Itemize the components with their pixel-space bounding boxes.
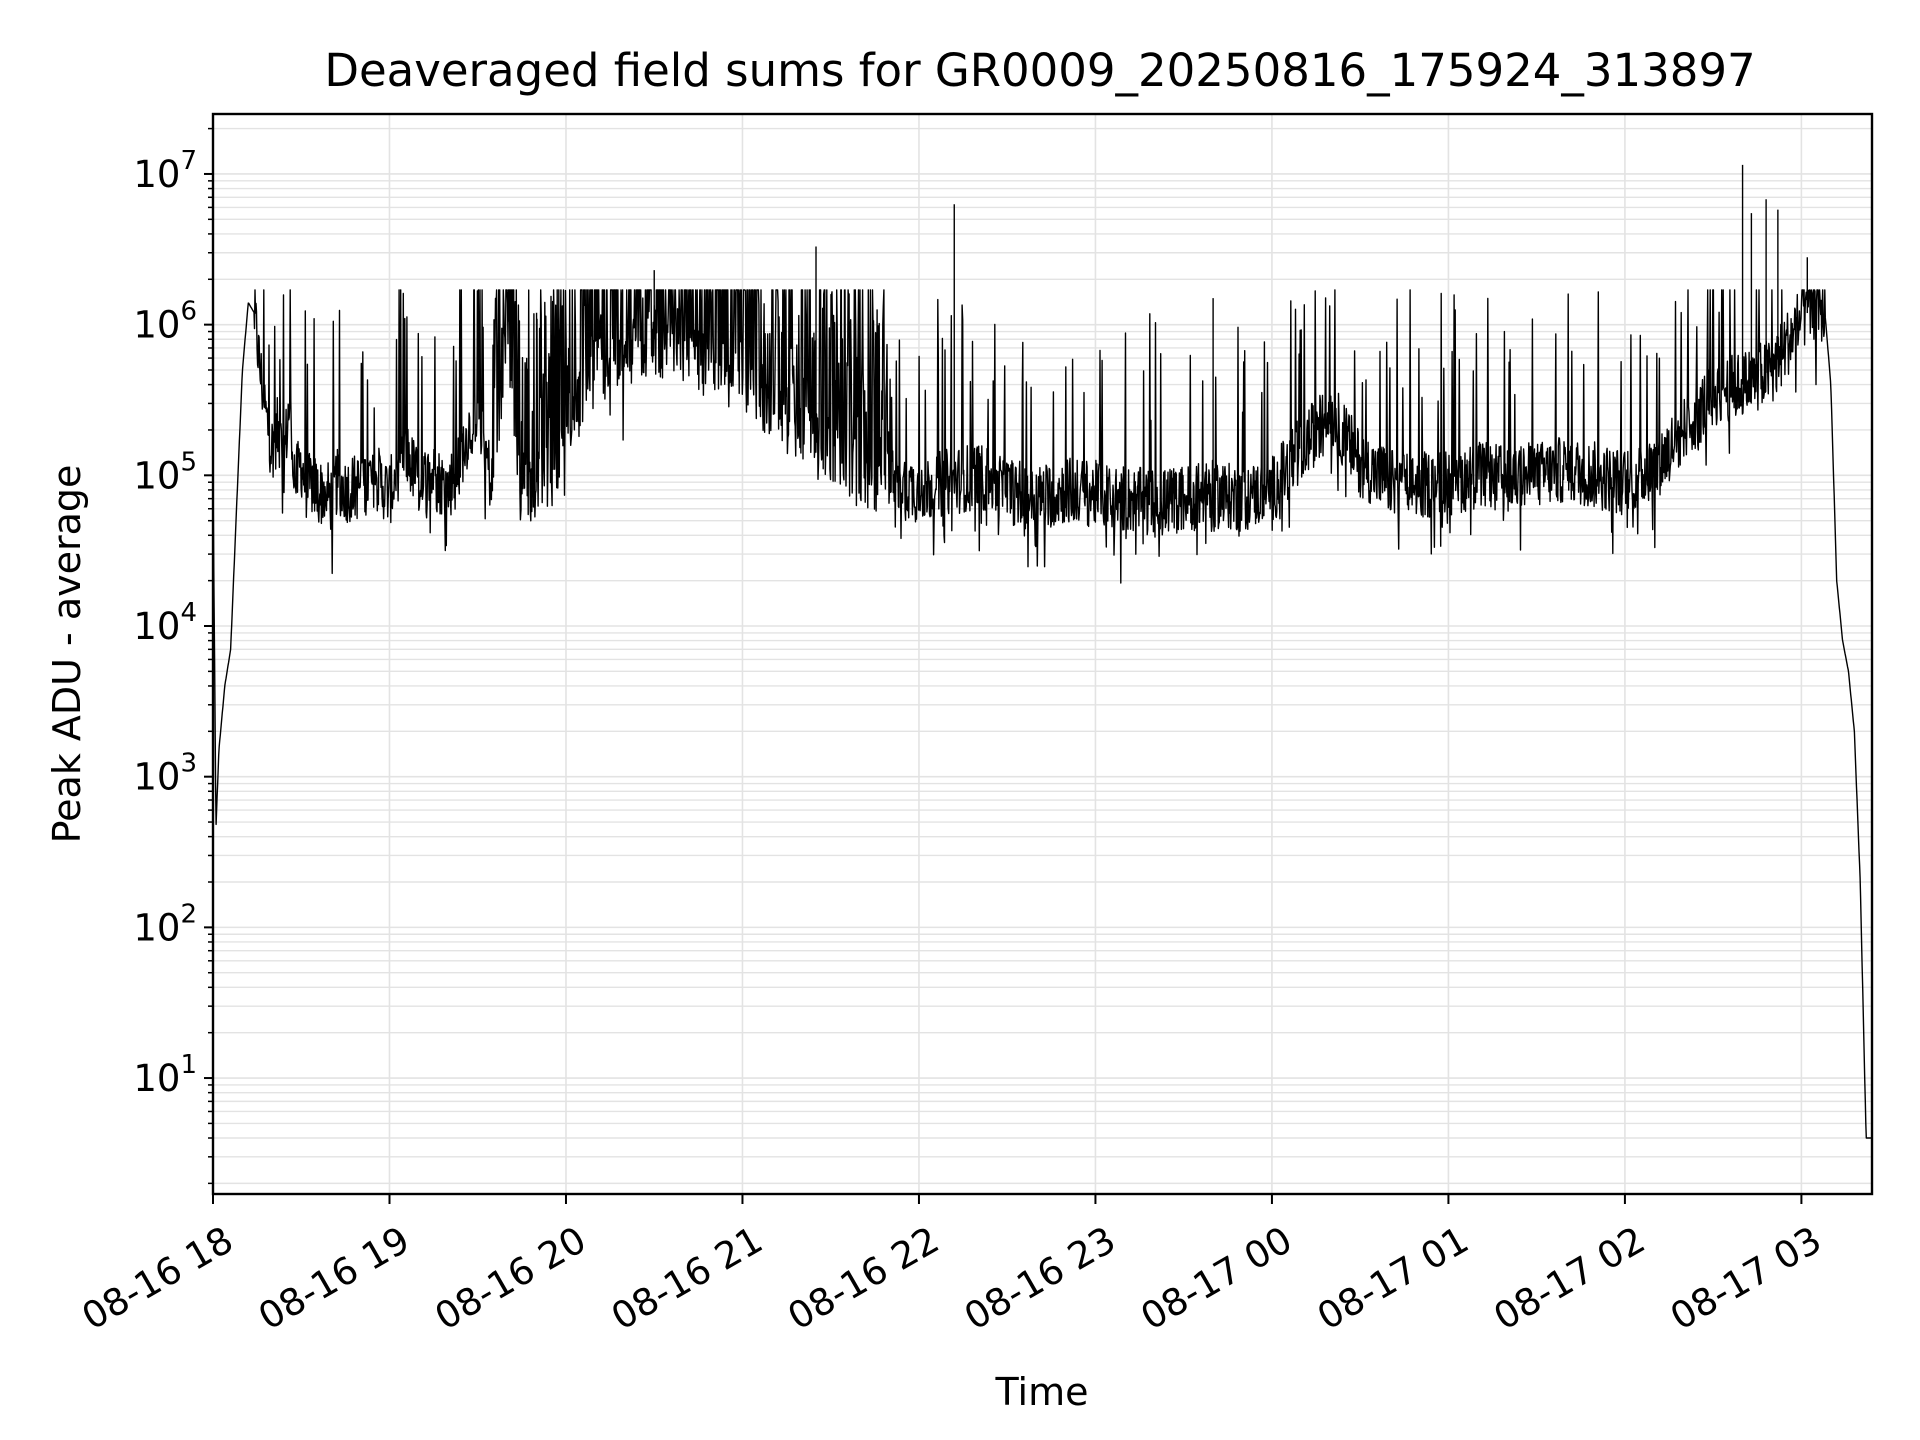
y-tick-label: 104 xyxy=(133,598,197,648)
x-tick-label: 08-16 23 xyxy=(957,1218,1123,1338)
x-tick-label: 08-16 21 xyxy=(604,1218,770,1338)
y-tick-label: 101 xyxy=(133,1050,197,1100)
y-tick-label: 106 xyxy=(133,297,197,347)
y-tick-label: 105 xyxy=(133,447,197,497)
x-tick-label: 08-16 20 xyxy=(428,1218,594,1338)
y-axis-label: Peak ADU - average xyxy=(45,465,89,844)
x-tick-label: 08-17 02 xyxy=(1487,1218,1653,1338)
gridlines xyxy=(212,114,1872,1194)
series-line xyxy=(213,289,1872,1139)
plot-frame xyxy=(211,112,1874,1196)
y-tick-label: 107 xyxy=(133,146,197,196)
x-tick-label: 08-17 00 xyxy=(1134,1218,1300,1338)
x-tick-label: 08-17 01 xyxy=(1310,1218,1476,1338)
plot-area xyxy=(213,164,1872,1139)
x-tick-label: 08-16 19 xyxy=(251,1218,417,1338)
x-axis-label: Time xyxy=(995,1370,1089,1414)
x-tick-label: 08-17 03 xyxy=(1663,1218,1829,1338)
x-tick-label: 08-16 22 xyxy=(781,1218,947,1338)
y-tick-label: 102 xyxy=(133,899,197,949)
chart-title: Deaveraged field sums for GR0009_2025081… xyxy=(324,44,1755,97)
y-tick-label: 103 xyxy=(133,749,197,799)
x-tick-label: 08-16 18 xyxy=(75,1218,241,1338)
